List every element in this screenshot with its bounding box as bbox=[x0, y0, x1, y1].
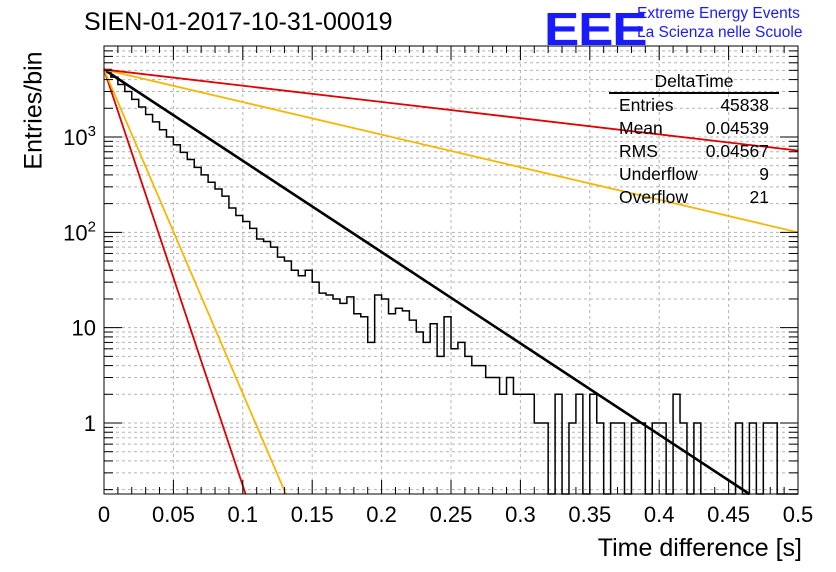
stats-label: Overflow bbox=[619, 187, 689, 207]
logo-caption: Extreme Energy Events La Scienza nelle S… bbox=[637, 4, 802, 42]
x-tick-label: 0.25 bbox=[430, 502, 473, 527]
curve-layer bbox=[103, 68, 799, 496]
stats-row-rms: RMS 0.04567 bbox=[609, 140, 779, 163]
x-tick-label: 0.2 bbox=[366, 502, 397, 527]
axis-ticks bbox=[103, 46, 799, 494]
stats-title: DeltaTime bbox=[609, 70, 779, 94]
series-fit bbox=[103, 68, 751, 496]
eee-logo: EEE bbox=[544, 3, 648, 55]
stats-row-overflow: Overflow 21 bbox=[609, 186, 779, 209]
x-tick-label: 0.1 bbox=[228, 502, 259, 527]
x-tick-label: 0 bbox=[98, 502, 110, 527]
stats-value: 45838 bbox=[720, 95, 769, 115]
series-red-steep bbox=[103, 69, 247, 495]
stats-row-underflow: Underflow 9 bbox=[609, 163, 779, 186]
logo-caption-line1: Extreme Energy Events bbox=[637, 5, 800, 22]
y-tick-label: 103 bbox=[63, 123, 96, 150]
y-tick-label: 102 bbox=[63, 218, 96, 245]
x-tick-label: 0.05 bbox=[152, 502, 195, 527]
logo-caption-line2: La Scienza nelle Scuole bbox=[637, 24, 803, 41]
stats-row-entries: Entries 45838 bbox=[609, 94, 779, 117]
y-tick-label: 10 bbox=[72, 316, 96, 341]
tick-labels: 0 0.05 0.1 0.15 0.2 0.25 0.3 0.35 0.4 0.45 0.5 1 10 1… bbox=[63, 123, 813, 527]
stats-value: 9 bbox=[759, 164, 769, 184]
stats-label: Underflow bbox=[619, 164, 698, 184]
stats-row-mean: Mean 0.04539 bbox=[609, 117, 779, 140]
histogram bbox=[104, 68, 798, 495]
y-tick-label: 1 bbox=[84, 411, 96, 436]
stats-label: RMS bbox=[619, 141, 658, 161]
x-tick-label: 0.5 bbox=[783, 502, 814, 527]
x-tick-label: 0.4 bbox=[644, 502, 675, 527]
x-tick-label: 0.15 bbox=[291, 502, 334, 527]
histogram-outline bbox=[104, 68, 798, 495]
stats-value: 0.04567 bbox=[705, 141, 769, 161]
stats-label: Mean bbox=[619, 118, 663, 138]
chart-title: SIEN-01-2017-10-31-00019 bbox=[84, 8, 393, 36]
stats-value: 0.04539 bbox=[705, 118, 769, 138]
series-orange-shallow bbox=[103, 68, 799, 234]
stats-value: 21 bbox=[749, 187, 769, 207]
x-tick-label: 0.3 bbox=[505, 502, 536, 527]
stats-label: Entries bbox=[619, 95, 674, 115]
stats-box: DeltaTime Entries 45838 Mean 0.04539 RMS 0.… bbox=[609, 70, 779, 209]
x-tick-label: 0.35 bbox=[568, 502, 611, 527]
y-axis-label: Entries/bin bbox=[19, 51, 48, 170]
x-tick-label: 0.45 bbox=[707, 502, 750, 527]
series-red-shallow bbox=[103, 68, 799, 152]
grid-lines bbox=[104, 46, 798, 494]
x-axis-label: Time difference [s] bbox=[597, 534, 802, 562]
series-orange-steep bbox=[103, 69, 287, 495]
